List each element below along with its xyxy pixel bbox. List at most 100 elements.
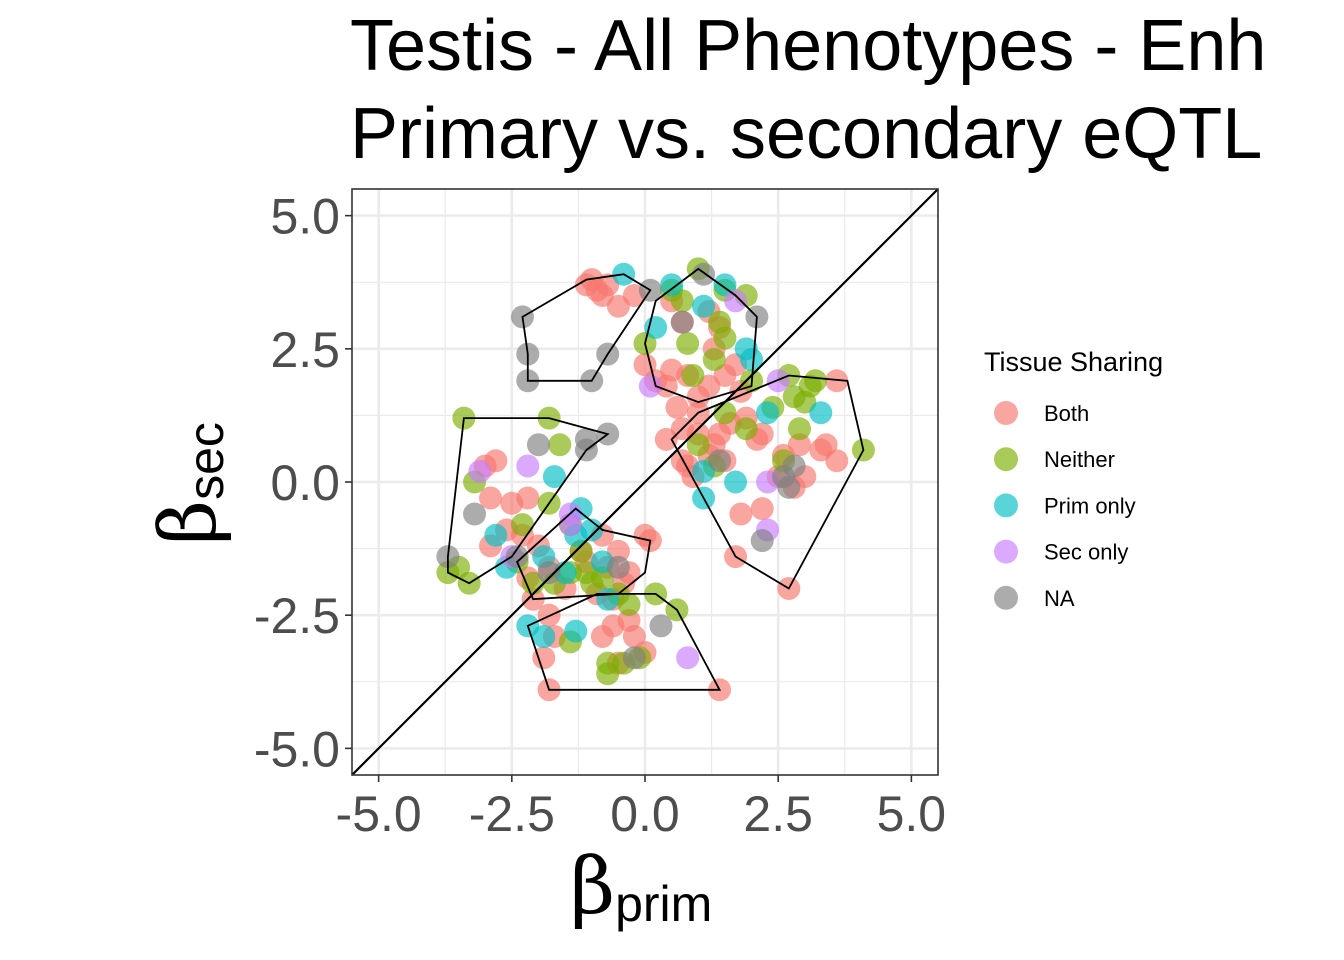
legend-item: Neither — [994, 447, 1115, 472]
data-point — [681, 363, 705, 387]
legend-label: NA — [1044, 586, 1075, 611]
legend-swatch — [994, 539, 1018, 564]
cluster-hull — [644, 267, 758, 404]
identity-line — [351, 188, 939, 776]
data-point — [692, 262, 716, 286]
y-tick-label: 5.0 — [270, 189, 340, 245]
data-point — [809, 401, 833, 425]
data-point — [740, 347, 764, 371]
title-line-1: Testis - All Phenotypes - Enh — [350, 6, 1266, 86]
data-point — [777, 475, 801, 499]
data-point — [708, 449, 732, 473]
legend-label: Neither — [1044, 447, 1115, 472]
data-point — [750, 529, 774, 553]
x-axis-ticks: -5.0 -2.5 0.0 2.5 5.0 — [336, 775, 946, 842]
data-point — [516, 454, 540, 478]
data-point — [463, 502, 487, 526]
data-point — [686, 433, 710, 457]
series-na — [436, 262, 806, 670]
chart-title: Testis - All Phenotypes - Enh Primary vs… — [350, 6, 1266, 174]
data-point — [649, 614, 673, 638]
legend-item: Sec only — [994, 539, 1128, 565]
data-point — [665, 395, 689, 419]
data-point — [617, 609, 641, 633]
data-point — [708, 422, 732, 446]
data-point — [734, 417, 758, 441]
legend-item: Prim only — [994, 493, 1136, 518]
data-point — [750, 497, 774, 521]
x-axis-title: βprim — [570, 842, 712, 932]
data-point — [676, 331, 700, 355]
data-point — [825, 369, 849, 393]
data-point — [692, 294, 716, 318]
data-point — [809, 438, 833, 462]
legend-item: Both — [994, 401, 1089, 426]
data-point — [505, 545, 529, 569]
y-axis-symbol: β — [144, 500, 234, 545]
data-point — [729, 502, 753, 526]
data-point — [660, 273, 684, 297]
y-tick-label: -5.0 — [254, 721, 340, 777]
y-tick-label: -2.5 — [254, 588, 340, 644]
hull-outlines — [446, 267, 865, 691]
data-point — [532, 646, 556, 670]
svg-text:βsec: βsec — [144, 422, 234, 545]
reference-line-y-equals-x — [351, 188, 939, 776]
data-point — [606, 555, 630, 579]
y-axis-subscript: sec — [178, 422, 234, 500]
data-point — [548, 433, 572, 457]
y-axis-ticks: -5.0 -2.5 0.0 2.5 5.0 — [254, 189, 352, 777]
data-point — [542, 465, 566, 489]
data-point — [526, 433, 550, 457]
legend-label: Both — [1044, 401, 1089, 426]
data-point — [484, 523, 508, 547]
data-point — [510, 513, 534, 537]
title-line-2: Primary vs. secondary eQTL — [350, 94, 1262, 174]
data-point — [787, 433, 811, 457]
x-tick-label: -2.5 — [469, 786, 555, 842]
y-tick-label: 0.0 — [270, 455, 340, 511]
legend: Tissue Sharing Both Neither Prim only Sec o… — [984, 347, 1163, 611]
x-tick-label: 0.0 — [610, 786, 680, 842]
y-axis-title: βsec — [144, 422, 234, 545]
x-axis-subscript: prim — [615, 876, 712, 932]
x-axis-symbol: β — [570, 842, 615, 932]
data-point — [564, 619, 588, 643]
data-point — [596, 587, 620, 611]
data-point — [468, 459, 492, 483]
cluster-hull — [516, 507, 652, 601]
data-point — [617, 593, 641, 617]
data-point — [756, 401, 780, 425]
data-point — [702, 347, 726, 371]
cluster-hull — [446, 417, 610, 585]
data-point — [516, 486, 540, 510]
svg-text:βprim: βprim — [570, 842, 712, 932]
data-point — [803, 369, 827, 393]
data-point — [638, 374, 662, 398]
data-point — [787, 417, 811, 441]
data-point — [479, 486, 503, 510]
data-point — [537, 561, 561, 585]
cluster-hull — [521, 273, 652, 382]
legend-swatch — [994, 401, 1018, 425]
legend-label: Sec only — [1044, 540, 1128, 565]
legend-swatch — [994, 493, 1018, 518]
x-tick-label: -5.0 — [336, 786, 422, 842]
legend-item: NA — [994, 585, 1075, 611]
data-point — [532, 624, 556, 648]
y-tick-label: 2.5 — [270, 322, 340, 378]
data-point — [590, 624, 614, 648]
data-point — [724, 289, 748, 313]
data-point — [713, 326, 737, 350]
data-point — [724, 470, 748, 494]
legend-swatch — [994, 585, 1018, 610]
x-tick-label: 2.5 — [743, 786, 813, 842]
data-point — [676, 646, 700, 670]
cluster-hull — [526, 593, 722, 691]
legend-label: Prim only — [1044, 493, 1136, 518]
data-point — [670, 310, 694, 334]
legend-swatch — [994, 447, 1018, 472]
cluster-hull — [670, 374, 865, 590]
legend-title: Tissue Sharing — [984, 347, 1163, 377]
